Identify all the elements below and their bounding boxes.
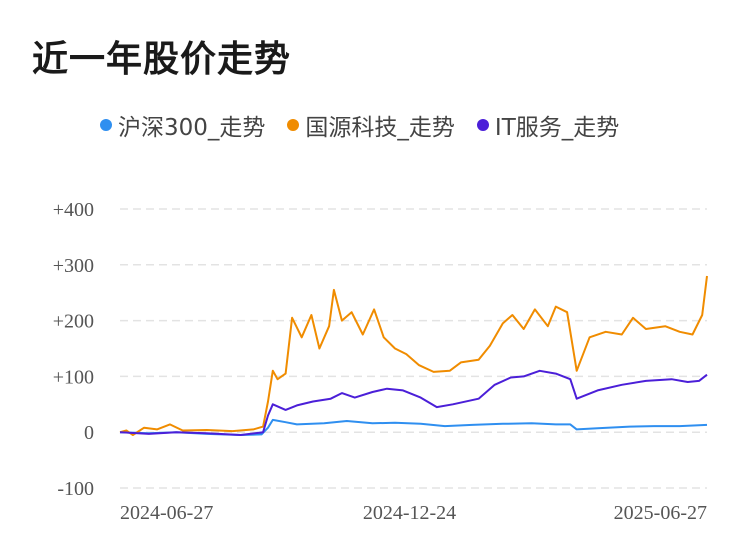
legend-item-it-service[interactable]: IT服务_走势 (476, 108, 620, 142)
page-title: 近一年股价走势 (32, 39, 292, 80)
x-tick-label: 2024-06-27 (120, 502, 213, 524)
y-tick-label: +400 (53, 199, 94, 221)
legend-dot-icon (100, 119, 112, 131)
legend-label: IT服务_走势 (494, 115, 620, 141)
legend-dot-icon (476, 119, 489, 131)
legend-item-hs300[interactable]: 沪深300_走势 (100, 108, 265, 142)
x-tick-label: 2025-06-27 (614, 502, 707, 524)
legend-item-guoyuan[interactable]: 国源科技_走势 (287, 108, 455, 142)
y-tick-label: +300 (53, 255, 94, 277)
legend-label: 沪深300_走势 (118, 115, 266, 141)
x-tick-label: 2024-12-24 (363, 502, 456, 524)
y-tick-label: 0 (84, 422, 94, 444)
y-tick-label: -100 (57, 478, 94, 500)
chart-legend: 沪深300_走势 国源科技_走势 IT服务_走势 (100, 108, 619, 142)
legend-dot-icon (287, 119, 300, 131)
y-tick-label: +200 (53, 311, 94, 333)
series-line-1 (119, 275, 708, 436)
y-tick-label: +100 (53, 366, 94, 388)
legend-label: 国源科技_走势 (305, 115, 455, 141)
series-line-2 (119, 369, 708, 436)
